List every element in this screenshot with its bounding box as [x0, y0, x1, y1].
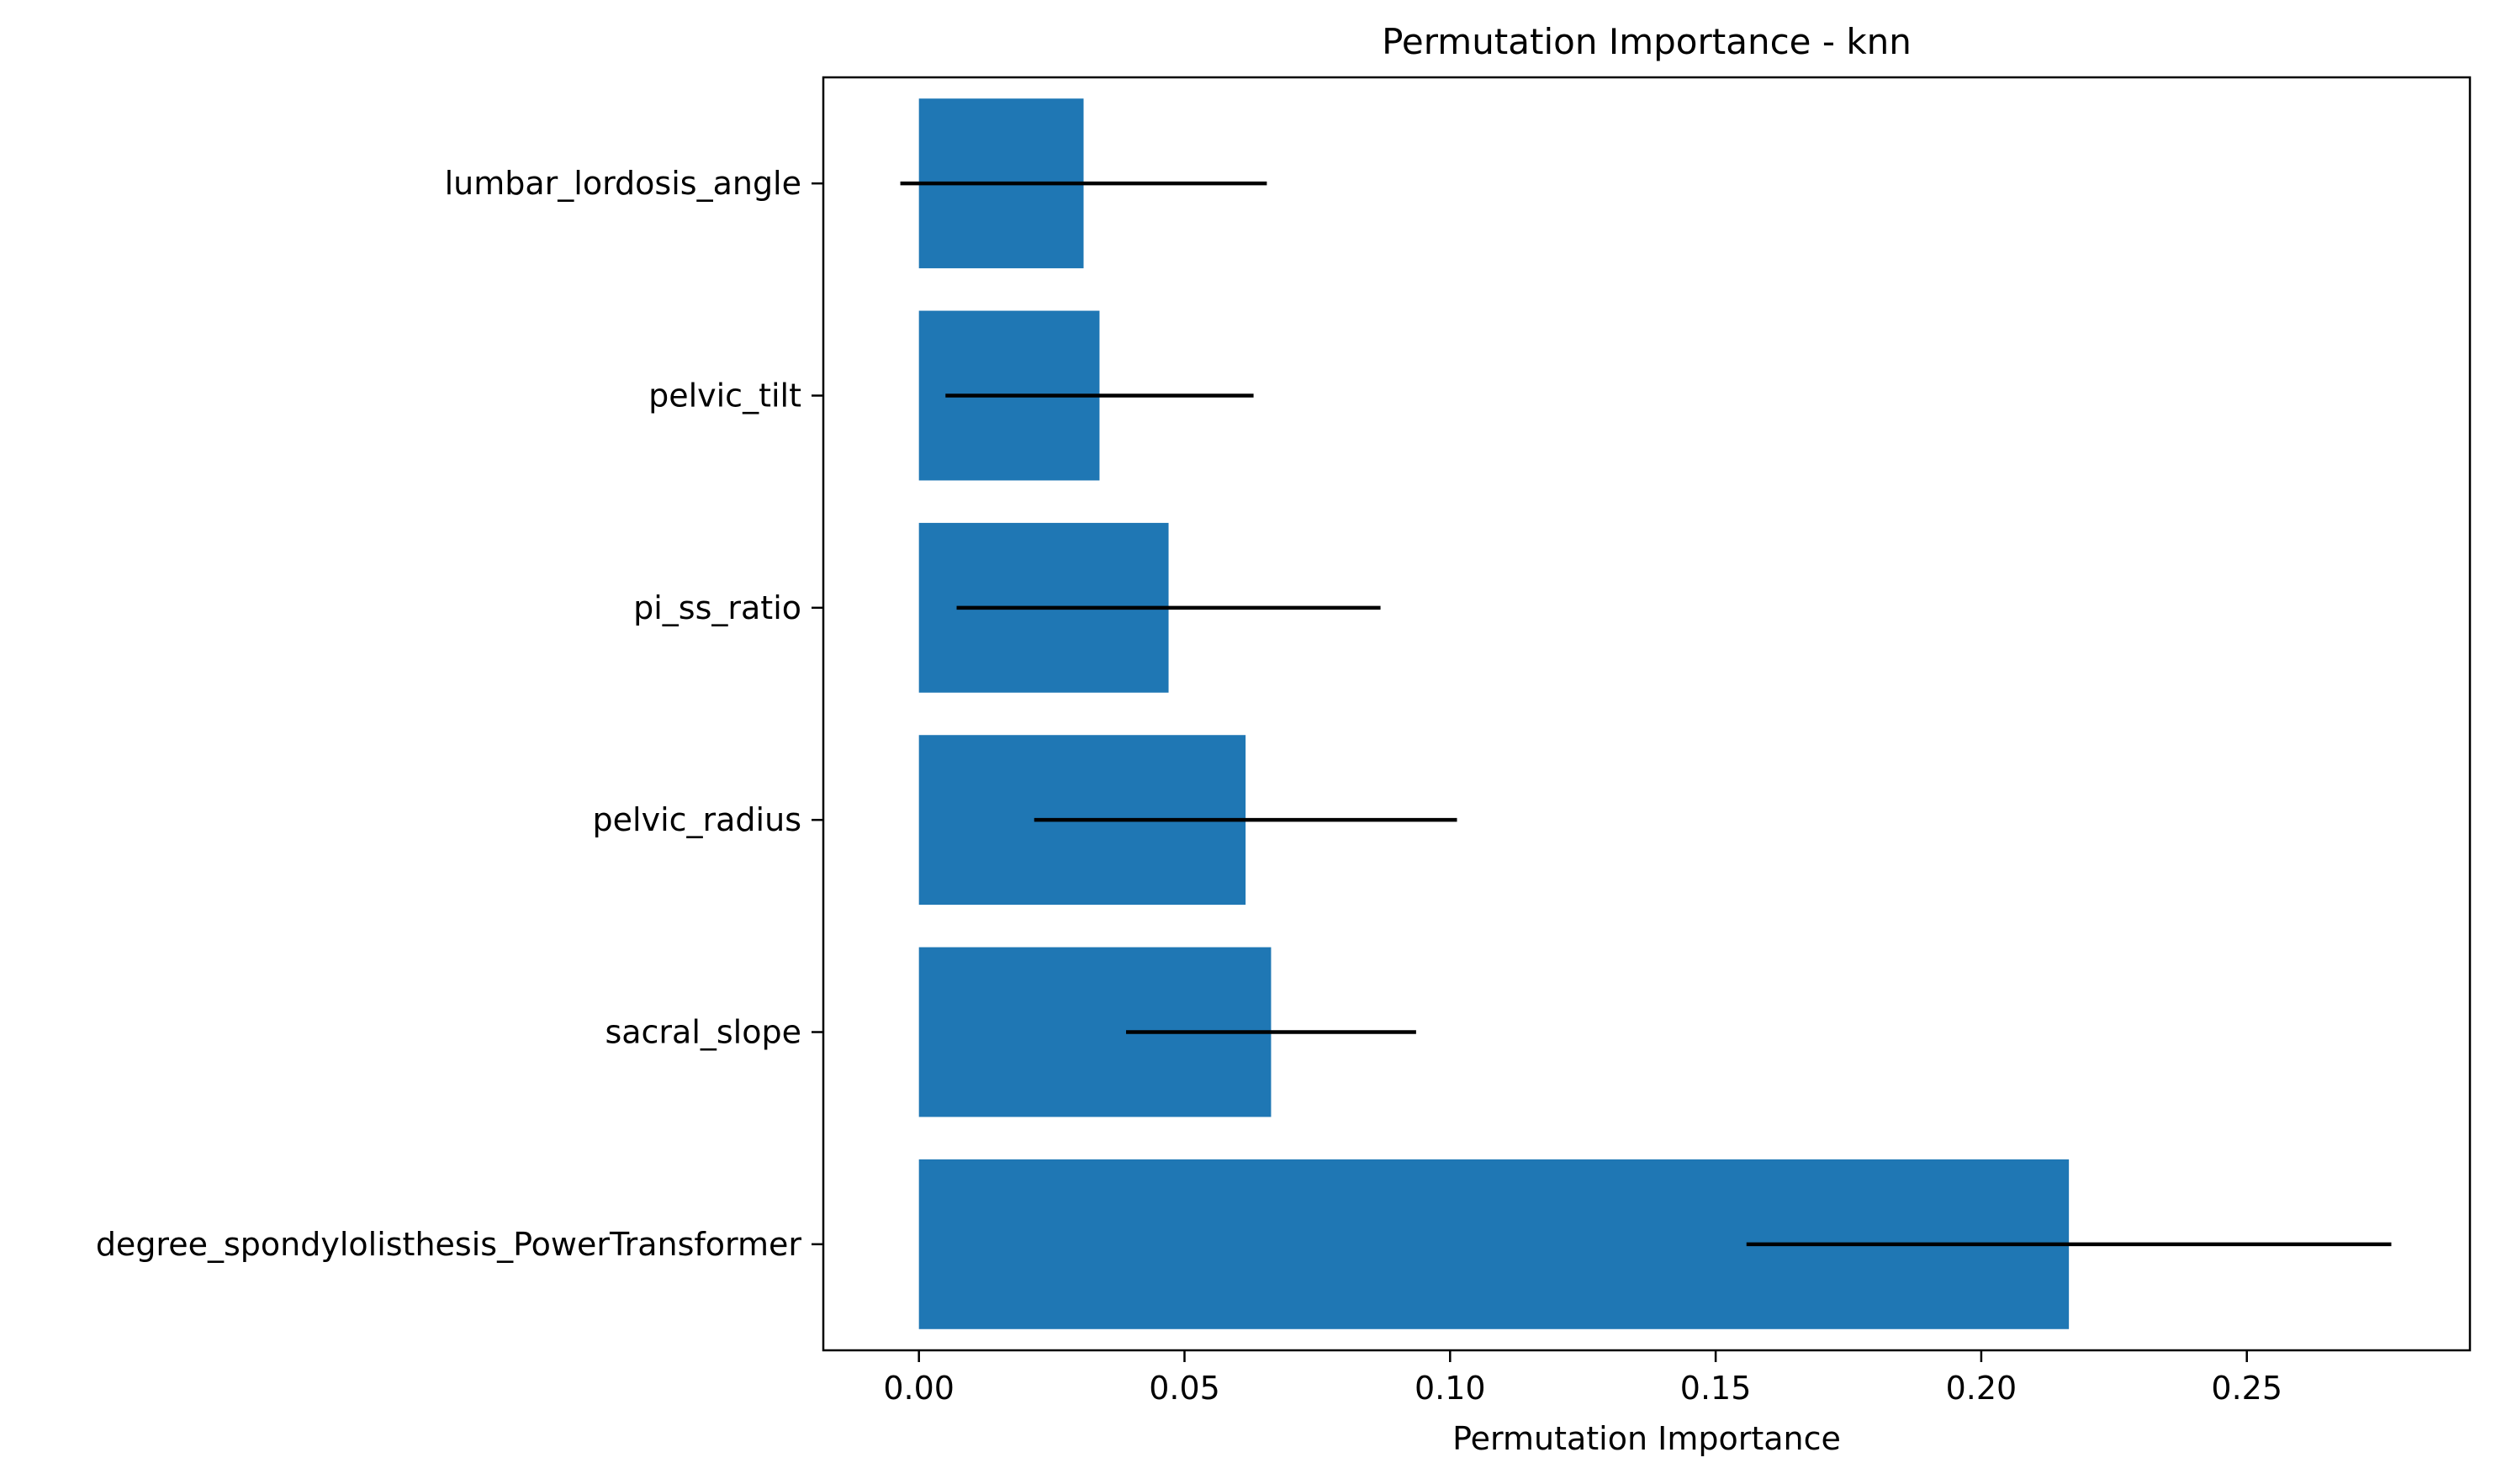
chart-title: Permutation Importance - knn [1382, 21, 1912, 62]
x-tick-label-3: 0.15 [1680, 1370, 1752, 1407]
y-tick-label-pi_ss_ratio: pi_ss_ratio [633, 589, 801, 626]
plot-frame [822, 76, 2472, 1352]
x-tick-label-1: 0.05 [1149, 1370, 1220, 1407]
x-tick-label-0: 0.00 [883, 1370, 955, 1407]
y-axis: lumbar_lordosis_angle pelvic_tilt pi_ss_ra… [96, 165, 823, 1263]
x-tick-label-5: 0.25 [2211, 1370, 2282, 1407]
y-tick-label-pelvic_tilt: pelvic_tilt [648, 378, 801, 415]
x-axis: 0.00 0.05 0.10 0.15 0.20 0.25 [883, 1350, 2282, 1407]
y-tick-label-pelvic_radius: pelvic_radius [593, 801, 801, 838]
x-tick-label-4: 0.20 [1946, 1370, 2017, 1407]
x-tick-label-2: 0.10 [1415, 1370, 1486, 1407]
y-tick-label-lumbar_lordosis_angle: lumbar_lordosis_angle [445, 165, 801, 202]
x-axis-label: Permutation Importance [1452, 1420, 1841, 1457]
y-tick-label-sacral_slope: sacral_slope [605, 1014, 801, 1051]
y-tick-label-degree_spondylolisthesis_PowerTransformer: degree_spondylolisthesis_PowerTransforme… [96, 1226, 802, 1263]
error-bars-group [900, 181, 2392, 1247]
